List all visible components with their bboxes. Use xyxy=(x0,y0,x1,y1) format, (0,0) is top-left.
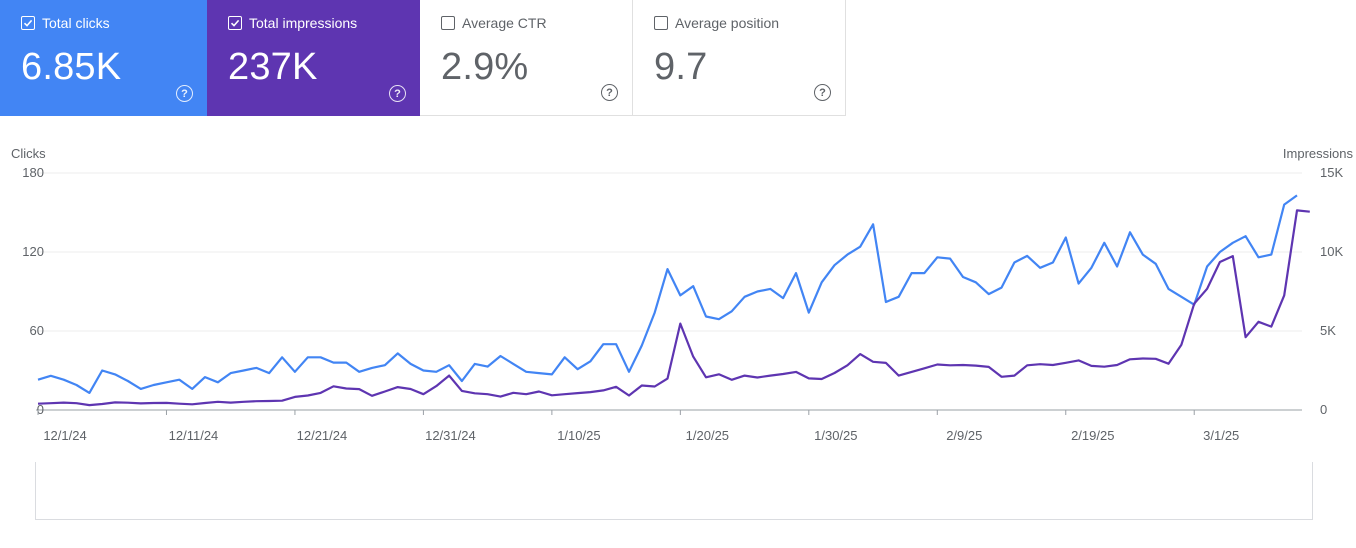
left-axis-ticks: 0 60 120 180 xyxy=(22,165,44,417)
average-position-value: 9.7 xyxy=(654,46,708,88)
left-tick-label: 180 xyxy=(22,165,44,180)
total-clicks-value: 6.85K xyxy=(21,46,122,88)
right-axis-title: Impressions xyxy=(1283,146,1354,161)
left-tick-label: 0 xyxy=(37,402,44,417)
help-icon[interactable]: ? xyxy=(176,85,193,102)
average-position-label: Average position xyxy=(675,15,780,31)
left-axis-title: Clicks xyxy=(11,146,46,161)
x-tick-label: 12/1/24 xyxy=(43,428,86,443)
left-tick-label: 120 xyxy=(22,244,44,259)
help-icon[interactable]: ? xyxy=(814,84,831,101)
x-tick-label: 2/9/25 xyxy=(946,428,982,443)
right-tick-label: 15K xyxy=(1320,165,1343,180)
clicks-line xyxy=(37,194,1298,394)
total-impressions-label: Total impressions xyxy=(249,15,358,31)
right-tick-label: 0 xyxy=(1320,402,1327,417)
details-panel xyxy=(35,462,1313,520)
total-clicks-card[interactable]: Total clicks 6.85K ? xyxy=(0,0,207,116)
total-clicks-checkbox[interactable] xyxy=(21,16,35,30)
average-ctr-card[interactable]: Average CTR 2.9% ? xyxy=(420,0,633,116)
average-ctr-label: Average CTR xyxy=(462,15,547,31)
x-tick-label: 2/19/25 xyxy=(1071,428,1114,443)
average-ctr-value: 2.9% xyxy=(441,46,529,88)
metric-cards: Total clicks 6.85K ? Total impressions 2… xyxy=(0,0,846,116)
x-tick-label: 3/1/25 xyxy=(1203,428,1239,443)
x-tick-label: 12/21/24 xyxy=(297,428,348,443)
total-impressions-checkbox[interactable] xyxy=(228,16,242,30)
checkmark-icon xyxy=(230,19,240,27)
total-clicks-label: Total clicks xyxy=(42,15,110,31)
x-tick-label: 1/10/25 xyxy=(557,428,600,443)
average-position-checkbox[interactable] xyxy=(654,16,668,30)
help-icon[interactable]: ? xyxy=(601,84,618,101)
impressions-line xyxy=(37,209,1310,407)
checkmark-icon xyxy=(23,19,33,27)
average-ctr-checkbox[interactable] xyxy=(441,16,455,30)
chart-series xyxy=(37,194,1310,407)
right-axis-ticks: 0 5K 10K 15K xyxy=(1320,165,1343,417)
average-position-card[interactable]: Average position 9.7 ? xyxy=(633,0,846,116)
left-tick-label: 60 xyxy=(30,323,44,338)
x-tick-label: 12/31/24 xyxy=(425,428,476,443)
grid-lines xyxy=(36,172,1302,411)
x-tick-label: 1/30/25 xyxy=(814,428,857,443)
x-tick-label: 1/20/25 xyxy=(686,428,729,443)
x-axis-ticks: 12/1/24 12/11/24 12/21/24 12/31/24 1/10/25 1/… xyxy=(37,410,1239,443)
right-tick-label: 5K xyxy=(1320,323,1336,338)
x-tick-label: 12/11/24 xyxy=(169,428,219,443)
total-impressions-value: 237K xyxy=(228,46,318,88)
total-impressions-card[interactable]: Total impressions 237K ? xyxy=(207,0,420,116)
performance-chart: Clicks Impressions 0 60 120 180 0 5K 10K 15K 1… xyxy=(11,146,1354,443)
right-tick-label: 10K xyxy=(1320,244,1343,259)
help-icon[interactable]: ? xyxy=(389,85,406,102)
